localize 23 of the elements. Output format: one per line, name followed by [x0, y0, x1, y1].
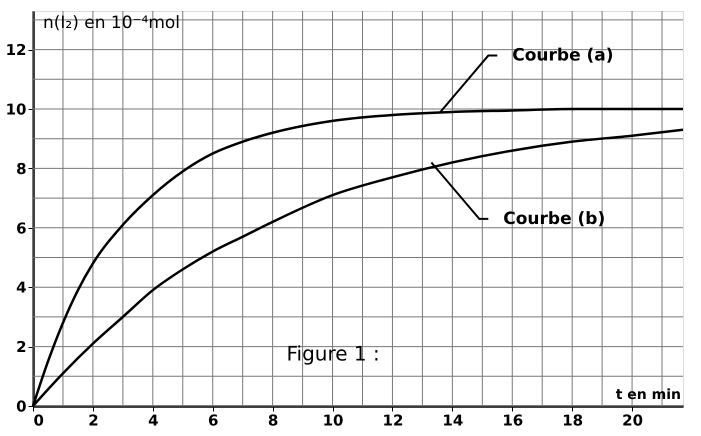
y-tick-label: 0 — [16, 398, 26, 416]
x-tick-label: 8 — [268, 412, 278, 430]
annotation: Figure 1 : — [286, 342, 380, 366]
y-axis-title: n(I₂) en 10⁻⁴mol — [43, 13, 180, 33]
x-tick-label: 6 — [208, 412, 218, 430]
x-tick-label: 20 — [622, 412, 644, 430]
y-tick-label: 6 — [16, 219, 26, 238]
x-tick-label: 2 — [88, 412, 99, 430]
y-tick-label: 10 — [6, 100, 26, 119]
x-tick-label: 4 — [148, 412, 159, 430]
x-tick-label: 16 — [502, 412, 524, 430]
x-tick-label: 14 — [442, 412, 464, 430]
annotation: Courbe (a) — [512, 46, 614, 66]
y-tick-label: 4 — [16, 278, 26, 297]
y-tick-label: 12 — [6, 41, 26, 60]
x-tick-label: 0 — [34, 412, 44, 430]
x-tick-label: 10 — [322, 412, 344, 430]
annotation: Courbe (b) — [503, 208, 606, 229]
x-tick-label: 12 — [382, 412, 404, 430]
x-tick-label: 18 — [562, 412, 584, 430]
y-tick-label: 8 — [16, 160, 26, 178]
y-tick-label: 2 — [16, 338, 26, 356]
x-axis-title: t en min — [616, 387, 681, 403]
